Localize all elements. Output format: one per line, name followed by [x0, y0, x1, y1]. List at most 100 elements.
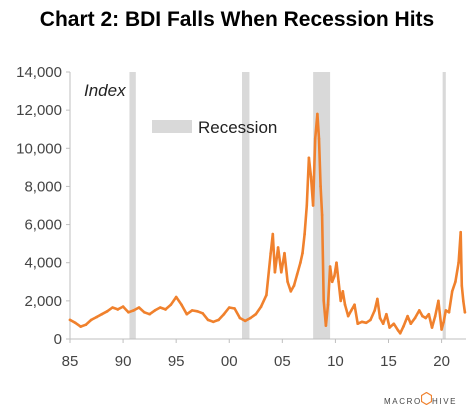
bdi-point: [292, 284, 296, 287]
bdi-point: [68, 318, 72, 322]
bdi-point: [373, 309, 376, 312]
y-tick-label: 4,000: [24, 255, 62, 272]
bdi-point: [116, 308, 120, 311]
x-tick-label: 85: [62, 353, 79, 370]
bdi-point: [111, 306, 114, 309]
bdi-point: [137, 306, 141, 309]
bdi-point: [460, 284, 464, 287]
bdi-point: [153, 309, 157, 312]
bdi-point: [457, 261, 460, 265]
bdi-point: [243, 319, 247, 323]
bdi-point: [319, 185, 322, 188]
bdi-point: [273, 270, 277, 274]
bdi-point: [313, 137, 317, 141]
bdi-point: [388, 326, 391, 329]
recession-band-0: [129, 72, 136, 339]
bdi-point: [143, 311, 146, 314]
bdi-point: [233, 307, 236, 310]
bdi-point: [148, 312, 151, 316]
hexagon-icon: [421, 392, 432, 405]
bdi-point: [283, 251, 286, 255]
bdi-point: [326, 303, 330, 306]
bdi-point: [196, 310, 199, 313]
bdi-point: [301, 251, 304, 255]
x-tick-label: 15: [380, 353, 397, 370]
x-tick-label: 20: [433, 353, 450, 370]
bdi-point: [444, 309, 448, 312]
y-tick-label: 14,000: [16, 64, 62, 81]
bdi-point: [299, 261, 302, 265]
bdi-point: [398, 331, 402, 335]
bdi-point: [353, 303, 356, 306]
bdi-point: [440, 328, 443, 331]
bdi-point: [307, 156, 311, 160]
bdi-point: [127, 311, 130, 314]
bdi-point: [427, 312, 431, 316]
bdi-point: [462, 299, 465, 303]
bdi-point: [402, 325, 405, 328]
y-tick-label: 0: [54, 331, 62, 348]
y-tick-label: 2,000: [24, 293, 62, 310]
bdi-point: [333, 274, 336, 278]
legend-swatch-recession: [152, 120, 192, 133]
bdi-point: [169, 303, 173, 306]
bdi-point: [132, 309, 135, 312]
bdi-point: [158, 306, 162, 309]
bdi-point: [84, 323, 88, 326]
bdi-point: [222, 312, 226, 316]
bdi-point: [190, 309, 194, 312]
bdi-point: [450, 290, 454, 293]
x-tick-label: 00: [221, 353, 238, 370]
bdi-point: [322, 299, 326, 303]
bdi-point: [339, 299, 343, 303]
bdi-line: [68, 112, 467, 335]
bdi-point: [381, 322, 385, 326]
bdi-point: [369, 318, 372, 322]
x-tick-label: 90: [115, 353, 132, 370]
bdi-point: [276, 246, 280, 249]
bdi-point: [254, 312, 258, 316]
bdi-point: [295, 272, 299, 276]
bdi-point: [259, 305, 263, 308]
bdi-point: [212, 320, 215, 324]
bdi-point: [335, 261, 338, 265]
bdi-point: [89, 318, 93, 322]
bdi-point: [330, 280, 334, 284]
bdi-point: [463, 311, 467, 314]
bdi-point: [385, 312, 388, 316]
axes: [69, 72, 466, 340]
bdi-point: [437, 299, 440, 303]
bdi-point: [217, 318, 220, 322]
bdi-point: [279, 270, 283, 274]
bdi-point: [227, 306, 231, 309]
bdi-point: [238, 316, 242, 320]
bdi-point: [324, 324, 328, 327]
bdi-point: [100, 312, 104, 316]
bdi-point: [249, 316, 252, 320]
bdi-point: [341, 290, 345, 293]
bdi-point: [424, 316, 427, 320]
bdi-point: [309, 175, 313, 179]
bdi-point: [350, 309, 353, 312]
bdi-point: [164, 308, 167, 311]
bdi-point: [320, 213, 324, 217]
bdi-point: [79, 325, 82, 328]
bdi-point: [328, 265, 332, 268]
bdi-point: [105, 310, 109, 313]
bdi-point: [378, 316, 382, 320]
bdi-point: [95, 315, 98, 319]
tick-labels: 0 2,000 4,000 6,000 8,000 10,000 12,000 14,000 8…: [16, 64, 450, 370]
bdi-point: [180, 303, 183, 306]
bdi-point: [356, 322, 360, 326]
bdi-point: [430, 326, 434, 329]
bdi-point: [337, 280, 340, 284]
bdi-point: [206, 318, 210, 322]
bdi-point: [316, 112, 319, 116]
bdi-point: [413, 316, 417, 320]
bdi-point: [364, 321, 368, 325]
bdi-point: [271, 232, 275, 236]
bdi-point: [289, 290, 293, 293]
y-tick-label: 6,000: [24, 217, 62, 234]
bdi-point: [174, 295, 178, 299]
